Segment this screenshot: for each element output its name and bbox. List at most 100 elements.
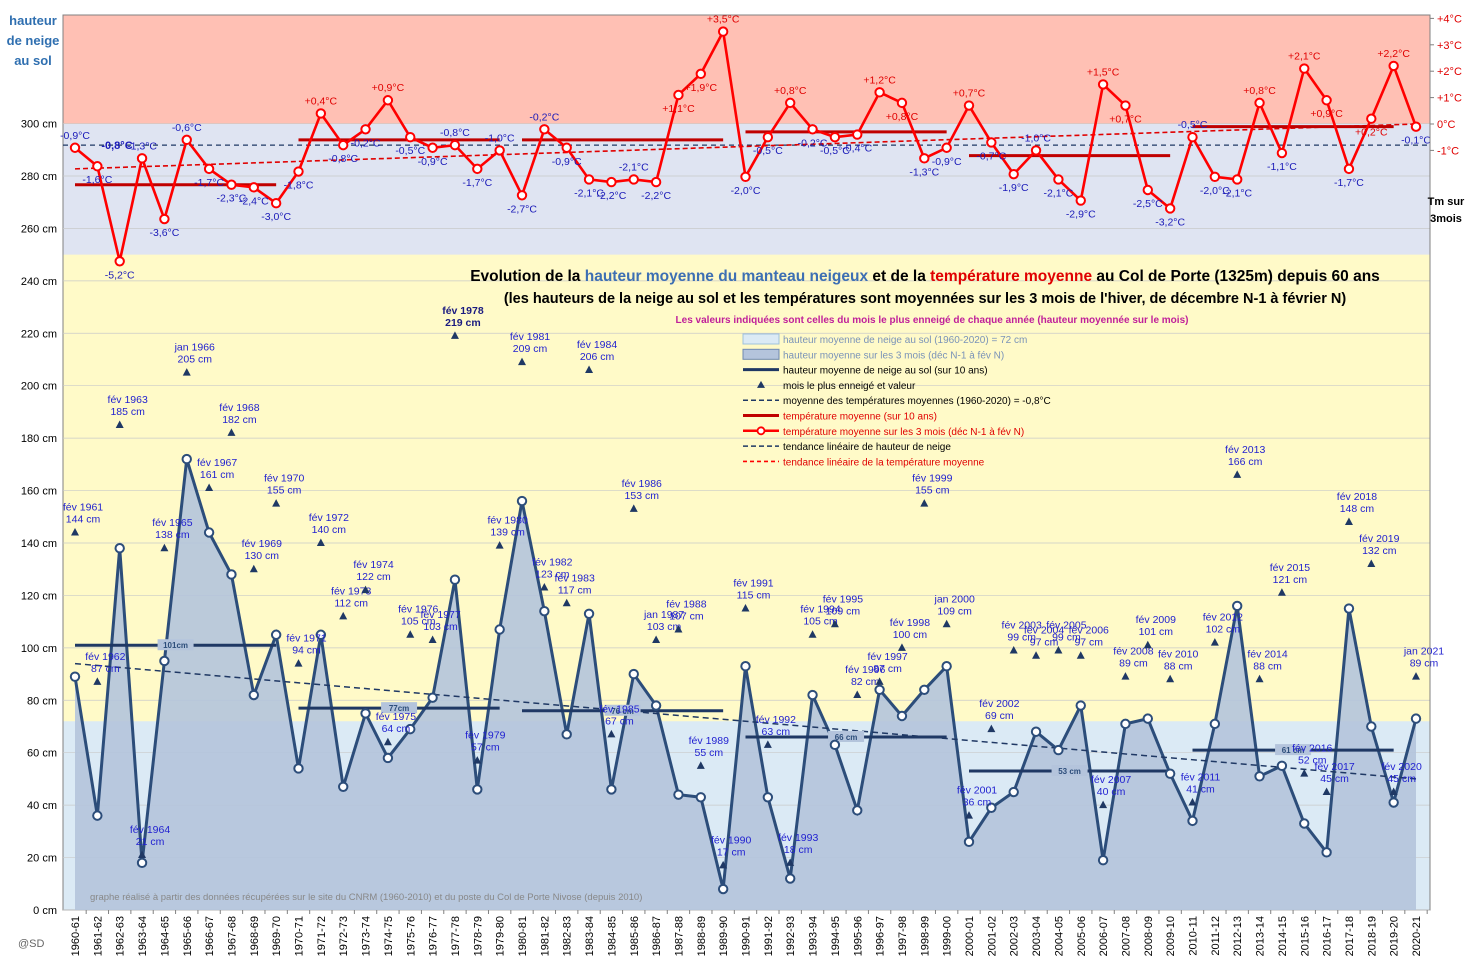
snow-peak-marker xyxy=(428,635,437,643)
temp-point xyxy=(606,176,617,188)
snow-point xyxy=(829,739,841,751)
temp-point xyxy=(405,132,416,143)
snow-decade-mean-label: 76 cm xyxy=(611,707,634,716)
snow-point xyxy=(1030,726,1042,737)
snow-peak-marker xyxy=(965,811,973,819)
x-tick-label: 1968-69 xyxy=(249,916,261,956)
snow-point xyxy=(226,569,237,580)
snow-decade-mean-label: 101cm xyxy=(163,641,188,650)
temp-point xyxy=(1209,171,1221,183)
x-tick-label: 1999-00 xyxy=(942,916,954,956)
x-tick-label: 1981-82 xyxy=(539,916,551,956)
title-part-2: hauteur moyenne du manteau neigeux xyxy=(585,268,869,285)
snow-peak-date-label: fév 1977 xyxy=(420,609,460,621)
x-tick-label: 1971-72 xyxy=(316,916,328,956)
legend-label: tendance linéaire de hauteur de neige xyxy=(783,442,951,453)
snow-peak-value-label: 45 cm xyxy=(1387,773,1416,785)
x-tick-label: 2012-13 xyxy=(1232,916,1244,956)
temp-point xyxy=(1410,121,1422,132)
snow-peak-date-label: fév 1983 xyxy=(555,572,595,584)
snow-peak-value-label: 100 cm xyxy=(893,629,928,641)
snow-peak-value-label: 122 cm xyxy=(356,571,391,583)
snow-peak-value-label: 206 cm xyxy=(580,351,615,363)
x-tick-label: 1961-62 xyxy=(92,916,104,956)
temp-point xyxy=(360,124,371,135)
snow-peak-date-label: fév 2008 xyxy=(1113,646,1153,658)
snow-decade-mean-label-bg xyxy=(381,702,418,714)
snow-peak-date-label: fév 2014 xyxy=(1247,648,1287,660)
snow-peak-value-label: 102 cm xyxy=(1206,624,1241,636)
temp-value-label: -0,9°C xyxy=(552,156,582,168)
snow-point xyxy=(628,668,639,680)
temp-value-label: +1,1°C xyxy=(662,103,695,115)
snow-point xyxy=(405,723,416,735)
snow-peak-marker xyxy=(629,504,638,512)
x-tick-label: 2019-20 xyxy=(1389,916,1401,956)
snow-peak-date-label: fév 2004 xyxy=(1024,625,1064,637)
snow-peak-value-label: 185 cm xyxy=(110,406,145,418)
snow-peak-date-label: fév 1985 xyxy=(599,703,639,715)
temp-point xyxy=(1142,184,1154,196)
temp-value-label: -0,9°C xyxy=(418,156,448,168)
snow-peak-date-label: fév 1968 xyxy=(219,402,259,414)
temp-value-label: -0,2°C xyxy=(798,137,828,149)
temp-value-label: -2,0°C xyxy=(1200,185,1230,197)
temp-value-label: -2,3°C xyxy=(217,193,247,205)
x-tick-label: 1992-93 xyxy=(785,916,797,956)
x-tick-label: 1991-92 xyxy=(763,916,775,956)
snow-peak-date-label: fév 2018 xyxy=(1337,491,1377,503)
x-tick-label: 2013-14 xyxy=(1255,916,1267,956)
temp-point xyxy=(1321,95,1332,106)
temp-point xyxy=(516,190,528,201)
snow-peak-date-label: fév 2012 xyxy=(1203,612,1243,624)
temp-value-label: -1,7°C xyxy=(194,177,224,189)
snow-peak-date-label: fév 2010 xyxy=(1158,648,1198,660)
temp-point xyxy=(874,87,885,98)
temp-value-label: +1,5°C xyxy=(1087,66,1120,78)
temp-value-label: +1,9°C xyxy=(685,82,718,94)
x-tick-label: 1998-99 xyxy=(919,916,931,956)
snow-peak-marker xyxy=(1210,638,1219,646)
temp-point xyxy=(539,124,550,135)
snow-peak-date-label: fév 1997 xyxy=(867,651,907,663)
temp-point xyxy=(561,142,572,153)
legend-item: température moyenne (sur 10 ans) xyxy=(743,412,937,423)
temp-point xyxy=(1075,195,1086,206)
snow-peak-marker xyxy=(1054,645,1063,654)
legend-label: moyenne des températures moyennes (1960-… xyxy=(783,396,1051,407)
snow-point xyxy=(181,453,192,465)
snow-point xyxy=(606,784,617,795)
snow-point xyxy=(852,805,863,816)
x-tick-label: 1973-74 xyxy=(361,916,373,956)
title-part-1: Evolution de la xyxy=(470,268,585,285)
temp-point xyxy=(92,161,103,172)
snow-point xyxy=(248,689,260,701)
snow-point xyxy=(382,752,394,764)
left-axis-title-line-1: hauteur xyxy=(9,13,57,28)
snow-point xyxy=(539,605,550,617)
temp-value-label: +0,9°C xyxy=(1310,108,1343,120)
snow-point xyxy=(449,574,461,585)
snow-point xyxy=(516,495,528,507)
left-tick-label: 300 cm xyxy=(21,119,57,131)
legend: hauteur moyenne de neige au sol (1960-20… xyxy=(742,333,1051,468)
snow-peak-marker xyxy=(1032,651,1041,659)
left-tick-label: 20 cm xyxy=(27,853,57,865)
snow-point xyxy=(650,700,662,711)
snow-peak-value-label: 155 cm xyxy=(267,485,302,497)
x-tick-label: 1970-71 xyxy=(294,916,306,956)
temp-point xyxy=(829,132,841,143)
x-tick-label: 1987-88 xyxy=(673,916,685,956)
snow-point xyxy=(1410,713,1422,724)
snow-peak-value-label: 209 cm xyxy=(513,343,548,355)
temp-value-label: -0,1°C xyxy=(1401,135,1431,147)
x-tick-label: 2002-03 xyxy=(1009,916,1021,956)
legend-swatch xyxy=(757,380,765,388)
temp-value-label: +0,2°C xyxy=(1355,127,1388,139)
snow-peak-value-label: 88 cm xyxy=(1253,660,1282,672)
snow-peak-marker xyxy=(138,850,147,858)
snow-point xyxy=(472,784,483,795)
temp-point xyxy=(1120,100,1131,111)
temp-value-label: -1,6°C xyxy=(82,174,112,186)
temp-point xyxy=(1097,79,1109,90)
